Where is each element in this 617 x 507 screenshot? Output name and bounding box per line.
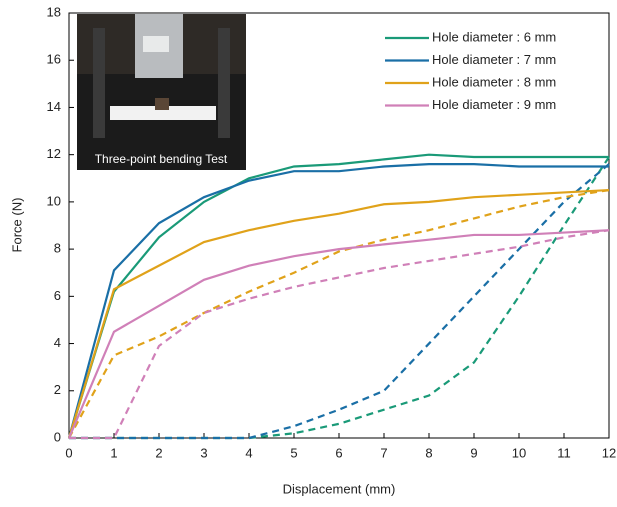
x-tick-label: 9 (470, 445, 477, 460)
x-tick-label: 10 (512, 445, 526, 460)
dashed-line (69, 229, 610, 440)
y-tick-label: 10 (47, 193, 61, 208)
legend-label: Hole diameter : 8 mm (432, 74, 556, 89)
dashed-line (69, 156, 610, 440)
y-tick-label: 4 (54, 335, 61, 350)
series-line (67, 188, 610, 439)
x-tick-label: 5 (290, 445, 297, 460)
series-line (67, 229, 610, 439)
y-tick-label: 2 (54, 382, 61, 397)
x-tick-label: 7 (380, 445, 387, 460)
y-tick-label: 0 (54, 429, 61, 444)
dashed-line (68, 188, 610, 439)
series-line (67, 163, 609, 439)
x-tick-label: 2 (155, 445, 162, 460)
series-line (67, 153, 609, 439)
y-tick-label: 8 (54, 241, 61, 256)
y-tick-label: 12 (47, 146, 61, 161)
x-tick-label: 1 (110, 445, 117, 460)
y-tick-label: 6 (54, 288, 61, 303)
legend-label: Hole diameter : 9 mm (432, 97, 556, 112)
x-tick-label: 11 (557, 445, 571, 460)
x-axis-title: Displacement (mm) (283, 481, 396, 496)
dashed-line (69, 163, 610, 440)
x-tick-label: 6 (335, 445, 342, 460)
x-tick-label: 4 (245, 445, 252, 460)
y-tick-label: 14 (47, 99, 61, 114)
x-tick-label: 12 (602, 445, 616, 460)
x-tick-label: 0 (65, 445, 72, 460)
x-tick-label: 3 (200, 445, 207, 460)
inset-caption: Three-point bending Test (95, 152, 228, 166)
x-tick-label: 8 (425, 445, 432, 460)
legend-label: Hole diameter : 7 mm (432, 52, 556, 67)
inset-photo (77, 14, 246, 170)
legend-label: Hole diameter : 6 mm (432, 29, 556, 44)
y-tick-label: 16 (47, 52, 61, 67)
y-tick-label: 18 (47, 4, 61, 19)
y-axis-title: Force (N) (9, 198, 24, 253)
